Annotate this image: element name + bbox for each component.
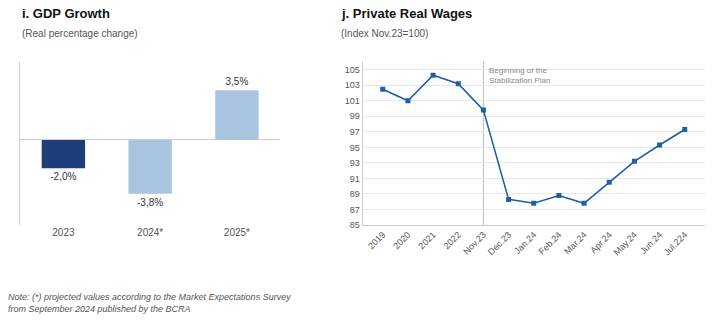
svg-text:i. GDP Growth: i. GDP Growth xyxy=(22,6,110,21)
svg-text:Feb.24: Feb.24 xyxy=(537,230,564,257)
svg-text:2025*: 2025* xyxy=(224,227,250,238)
svg-text:95: 95 xyxy=(350,143,360,153)
svg-text:99: 99 xyxy=(350,111,360,121)
svg-text:2019: 2019 xyxy=(366,230,387,251)
svg-text:101: 101 xyxy=(345,96,360,106)
svg-text:May.24: May.24 xyxy=(612,230,639,257)
svg-text:85: 85 xyxy=(350,220,360,230)
svg-text:93: 93 xyxy=(350,158,360,168)
svg-text:91: 91 xyxy=(350,174,360,184)
svg-text:Note: (*) projected values acc: Note: (*) projected values according to … xyxy=(8,292,291,314)
svg-text:87: 87 xyxy=(350,205,360,215)
svg-text:Jun.24: Jun.24 xyxy=(638,230,664,256)
svg-text:2023: 2023 xyxy=(52,227,75,238)
svg-text:103: 103 xyxy=(345,80,360,90)
svg-text:Jan.24: Jan.24 xyxy=(512,230,538,256)
svg-text:Jul.224: Jul.224 xyxy=(662,230,690,258)
svg-text:-2,0%: -2,0% xyxy=(50,171,76,182)
svg-text:Apr.24: Apr.24 xyxy=(588,230,613,255)
svg-text:2022: 2022 xyxy=(442,230,463,251)
svg-text:(Real percentage change): (Real percentage change) xyxy=(22,28,138,39)
svg-text:Beginning of theStabilization: Beginning of theStabilization Plan xyxy=(489,66,550,85)
svg-text:97: 97 xyxy=(350,127,360,137)
svg-text:-3,8%: -3,8% xyxy=(137,197,163,208)
svg-text:3,5%: 3,5% xyxy=(225,76,248,87)
svg-text:Nov.23: Nov.23 xyxy=(461,230,488,257)
svg-text:(Index Nov.23=100): (Index Nov.23=100) xyxy=(341,28,428,39)
svg-text:2020: 2020 xyxy=(391,230,412,251)
svg-text:2021: 2021 xyxy=(416,230,437,251)
svg-text:Mar.24: Mar.24 xyxy=(562,230,589,257)
svg-text:89: 89 xyxy=(350,189,360,199)
svg-text:Dec.23: Dec.23 xyxy=(486,230,513,257)
svg-text:j. Private Real Wages: j. Private Real Wages xyxy=(341,6,472,21)
svg-text:2024*: 2024* xyxy=(137,227,163,238)
svg-text:105: 105 xyxy=(345,65,360,75)
